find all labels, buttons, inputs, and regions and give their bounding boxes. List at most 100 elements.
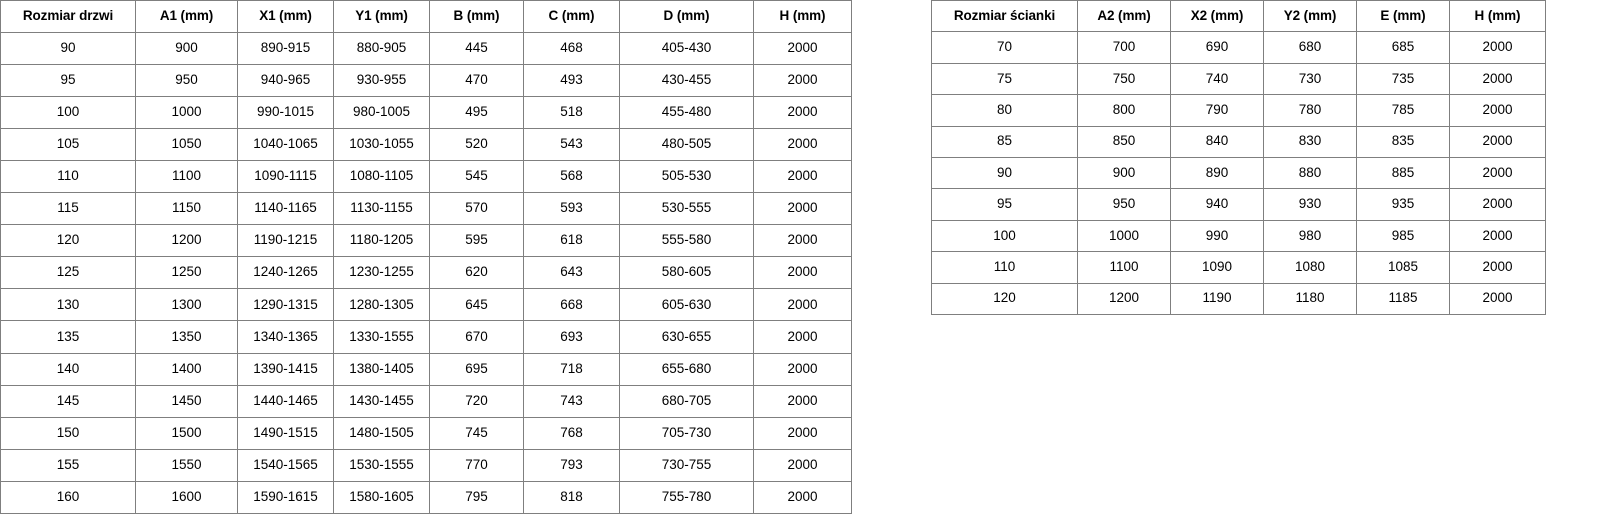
cell-y1: 1080-1105 [333,160,430,194]
cell-size: 110 [0,160,136,194]
cell-y1: 1580-1605 [333,480,430,514]
cell-size: 110 [931,251,1078,284]
table-row: 150 1500 1490-1515 1480-1505 745 768 705… [0,416,852,450]
cell-a2: 700 [1077,31,1171,64]
table-row: 100 1000 990-1015 980-1005 495 518 455-4… [0,96,852,130]
cell-x2: 1190 [1170,282,1264,315]
cell-h: 2000 [753,96,852,130]
cell-y2: 1180 [1263,282,1357,315]
cell-d: 480-505 [619,128,754,162]
cell-size: 85 [931,125,1078,158]
cell-h: 2000 [753,128,852,162]
table-row: 115 1150 1140-1165 1130-1155 570 593 530… [0,192,852,226]
cell-d: 730-755 [619,448,754,482]
cell-d: 680-705 [619,384,754,418]
table-row: 120 1200 1190 1180 1185 2000 [931,282,1546,315]
cell-a1: 1600 [135,480,238,514]
cell-size: 125 [0,256,136,290]
cell-a1: 1150 [135,192,238,226]
table-row: 95 950 940-965 930-955 470 493 430-455 2… [0,64,852,98]
cell-h: 2000 [753,384,852,418]
cell-size: 140 [0,352,136,386]
cell-c: 518 [523,96,620,130]
cell-b: 720 [429,384,524,418]
cell-b: 595 [429,224,524,258]
cell-size: 100 [931,219,1078,253]
cell-size: 95 [0,64,136,98]
cell-h: 2000 [1449,94,1546,127]
cell-x1: 1590-1615 [237,480,334,514]
cell-b: 645 [429,288,524,322]
cell-h: 2000 [753,224,852,258]
cell-b: 670 [429,320,524,354]
cell-h: 2000 [753,480,852,514]
cell-a1: 1450 [135,384,238,418]
cell-b: 495 [429,96,524,130]
doors-table-body: 90 900 890-915 880-905 445 468 405-430 2… [0,32,852,514]
cell-c: 593 [523,192,620,226]
cell-c: 468 [523,32,620,66]
cell-c: 818 [523,480,620,514]
cell-x1: 1090-1115 [237,160,334,194]
cell-e: 835 [1356,125,1450,158]
cell-e: 685 [1356,31,1450,64]
cell-x1: 1440-1465 [237,384,334,418]
cell-c: 793 [523,448,620,482]
cell-b: 520 [429,128,524,162]
cell-d: 705-730 [619,416,754,450]
cell-d: 430-455 [619,64,754,98]
cell-h: 2000 [753,64,852,98]
cell-b: 570 [429,192,524,226]
cell-h: 2000 [753,32,852,66]
cell-b: 795 [429,480,524,514]
table-row: 75 750 740 730 735 2000 [931,62,1546,96]
table-row: 155 1550 1540-1565 1530-1555 770 793 730… [0,448,852,482]
cell-a2: 950 [1077,188,1171,221]
cell-x1: 1290-1315 [237,288,334,322]
cell-x2: 890 [1170,156,1264,190]
cell-x2: 1090 [1170,251,1264,284]
cell-h: 2000 [1449,62,1546,96]
doors-column-header-y1: Y1 (mm) [333,0,430,34]
cell-h: 2000 [1449,188,1546,221]
cell-h: 2000 [1449,156,1546,190]
cell-c: 718 [523,352,620,386]
cell-c: 568 [523,160,620,194]
cell-h: 2000 [753,320,852,354]
cell-size: 120 [0,224,136,258]
cell-d: 555-580 [619,224,754,258]
cell-size: 75 [931,62,1078,96]
cell-d: 630-655 [619,320,754,354]
cell-x1: 1240-1265 [237,256,334,290]
cell-b: 445 [429,32,524,66]
cell-a1: 1250 [135,256,238,290]
cell-y2: 780 [1263,94,1357,127]
cell-d: 405-430 [619,32,754,66]
cell-y1: 1230-1255 [333,256,430,290]
walls-column-header-a2: A2 (mm) [1077,0,1171,33]
walls-column-header-size: Rozmiar ścianki [931,0,1078,33]
cell-c: 643 [523,256,620,290]
cell-e: 1185 [1356,282,1450,315]
cell-x1: 1040-1065 [237,128,334,162]
cell-y1: 1430-1455 [333,384,430,418]
cell-d: 505-530 [619,160,754,194]
cell-size: 80 [931,94,1078,127]
cell-e: 735 [1356,62,1450,96]
doors-column-header-x1: X1 (mm) [237,0,334,34]
doors-table-header-row: Rozmiar drzwi A1 (mm) X1 (mm) Y1 (mm) B … [0,0,852,34]
cell-x1: 940-965 [237,64,334,98]
cell-y1: 980-1005 [333,96,430,130]
cell-x2: 740 [1170,62,1264,96]
cell-a1: 900 [135,32,238,66]
cell-c: 743 [523,384,620,418]
table-row: 145 1450 1440-1465 1430-1455 720 743 680… [0,384,852,418]
table-row: 105 1050 1040-1065 1030-1055 520 543 480… [0,128,852,162]
cell-d: 755-780 [619,480,754,514]
doors-column-header-c: C (mm) [523,0,620,34]
cell-size: 145 [0,384,136,418]
cell-h: 2000 [753,256,852,290]
cell-e: 885 [1356,156,1450,190]
walls-table-body: 70 700 690 680 685 2000 75 750 740 730 7… [931,31,1546,315]
cell-a1: 1500 [135,416,238,450]
